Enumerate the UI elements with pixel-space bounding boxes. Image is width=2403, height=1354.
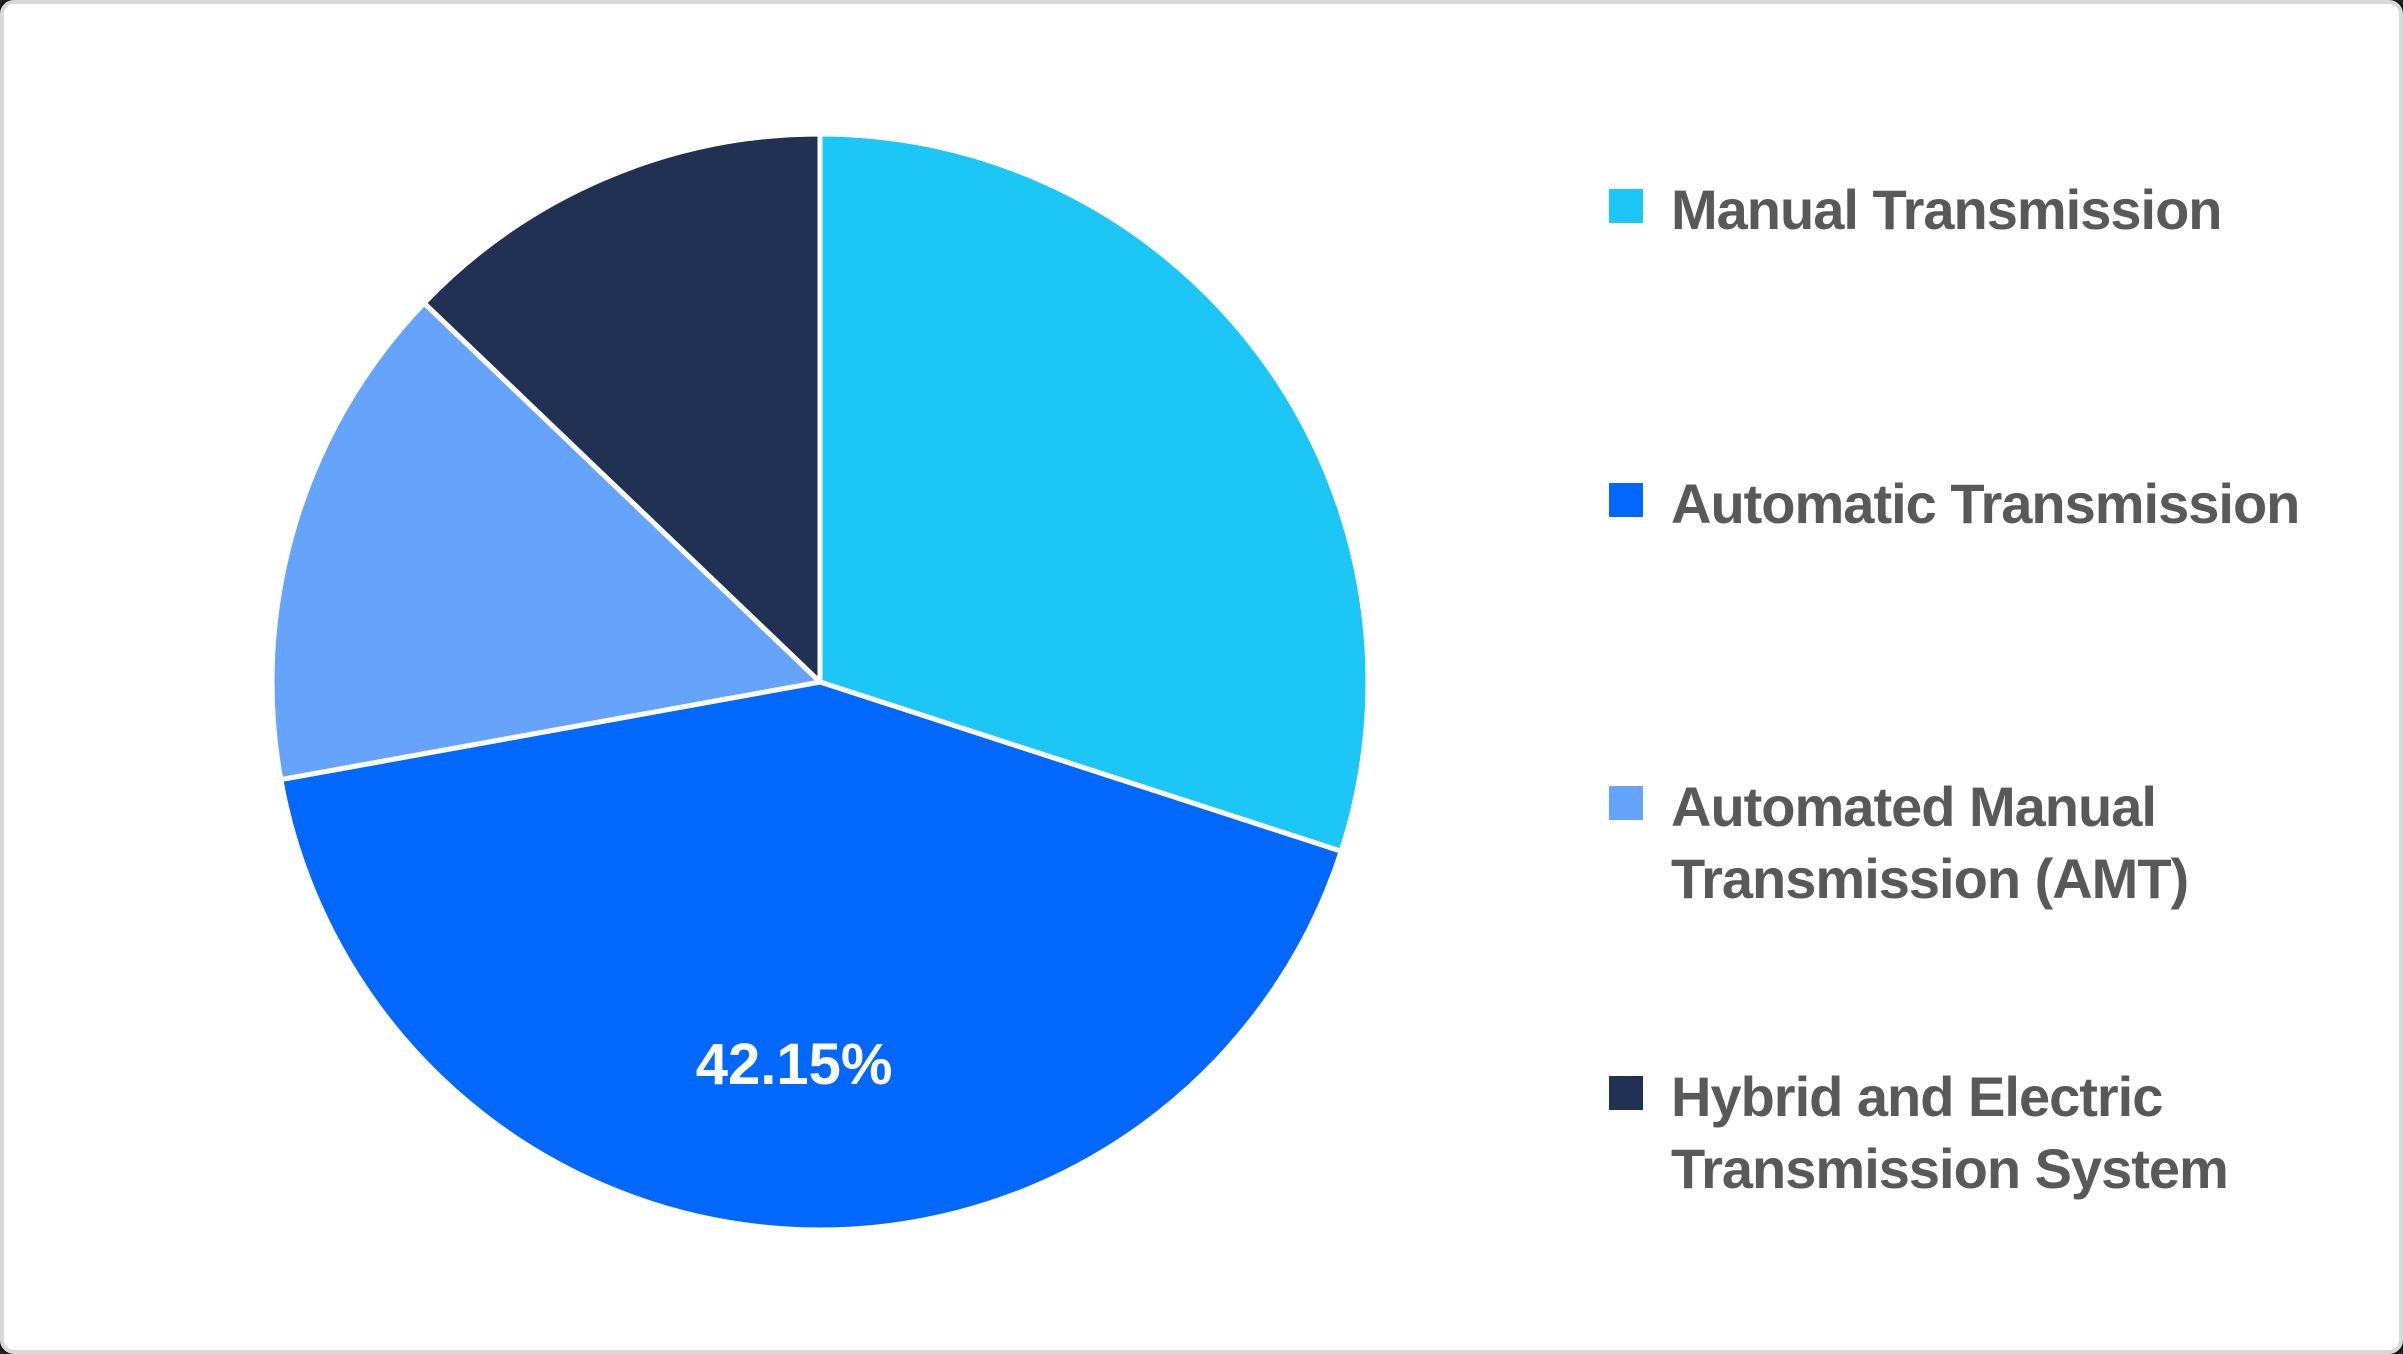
pie-slice-2	[278, 679, 1344, 1233]
pie-slice-3	[269, 300, 823, 783]
legend-item-automatic-transmission: Automatic Transmission	[1609, 468, 2300, 540]
legend-item-hybrid-electric-transmission: Hybrid and Electric Transmission System	[1609, 1061, 2371, 1205]
legend-swatch-hybrid-electric-transmission	[1609, 1076, 1643, 1110]
legend-label-hybrid-electric-transmission: Hybrid and Electric Transmission System	[1671, 1065, 2229, 1200]
pie-slice-4	[421, 131, 823, 685]
legend-item-automated-manual-transmission: Automated Manual Transmission (AMT)	[1609, 771, 2371, 915]
legend-swatch-manual-transmission	[1609, 189, 1643, 223]
legend: Manual Transmission Automatic Transmissi…	[1609, 4, 2399, 1350]
pie-slice-1	[817, 131, 1371, 854]
legend-label-manual-transmission: Manual Transmission	[1671, 178, 2222, 241]
legend-label-automated-manual-transmission: Automated Manual Transmission (AMT)	[1671, 775, 2189, 910]
legend-item-manual-transmission: Manual Transmission	[1609, 174, 2222, 246]
legend-label-automatic-transmission: Automatic Transmission	[1671, 472, 2300, 535]
pie-data-label: 42.15%	[696, 1032, 893, 1097]
legend-swatch-automated-manual-transmission	[1609, 786, 1643, 820]
pie-chart: 42.15%	[269, 131, 1371, 1233]
legend-swatch-automatic-transmission	[1609, 483, 1643, 517]
